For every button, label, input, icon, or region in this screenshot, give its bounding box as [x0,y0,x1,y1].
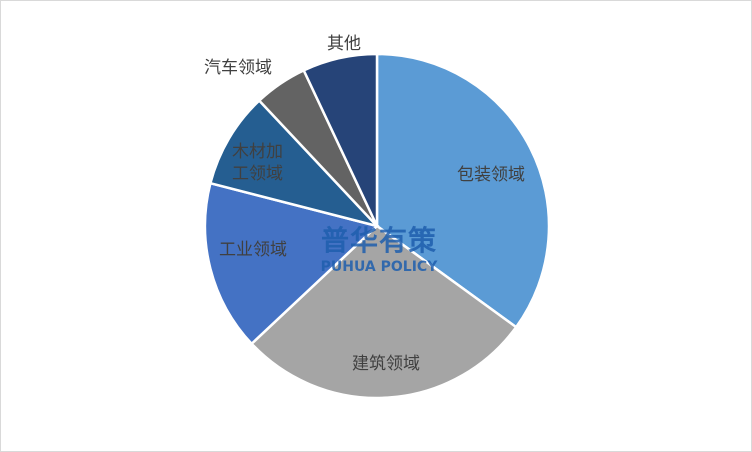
pie-slice [208,98,381,229]
pie-slice [302,52,379,227]
slice-label: 建筑领域 [352,354,420,374]
slice-label: 汽车领域 [204,58,272,78]
watermark-subtitle: PUHUA POLICY [320,259,438,275]
slice-label: 包装领域 [457,165,525,185]
slice-label: 工业领域 [219,240,287,260]
pie-slice [249,224,518,400]
slice-label: 木材加工领域 [232,142,283,184]
watermark-title: 普华有策 [320,224,438,257]
slice-label: 其他 [327,34,361,54]
pie-slice [375,52,551,329]
pie-slice [203,181,380,346]
